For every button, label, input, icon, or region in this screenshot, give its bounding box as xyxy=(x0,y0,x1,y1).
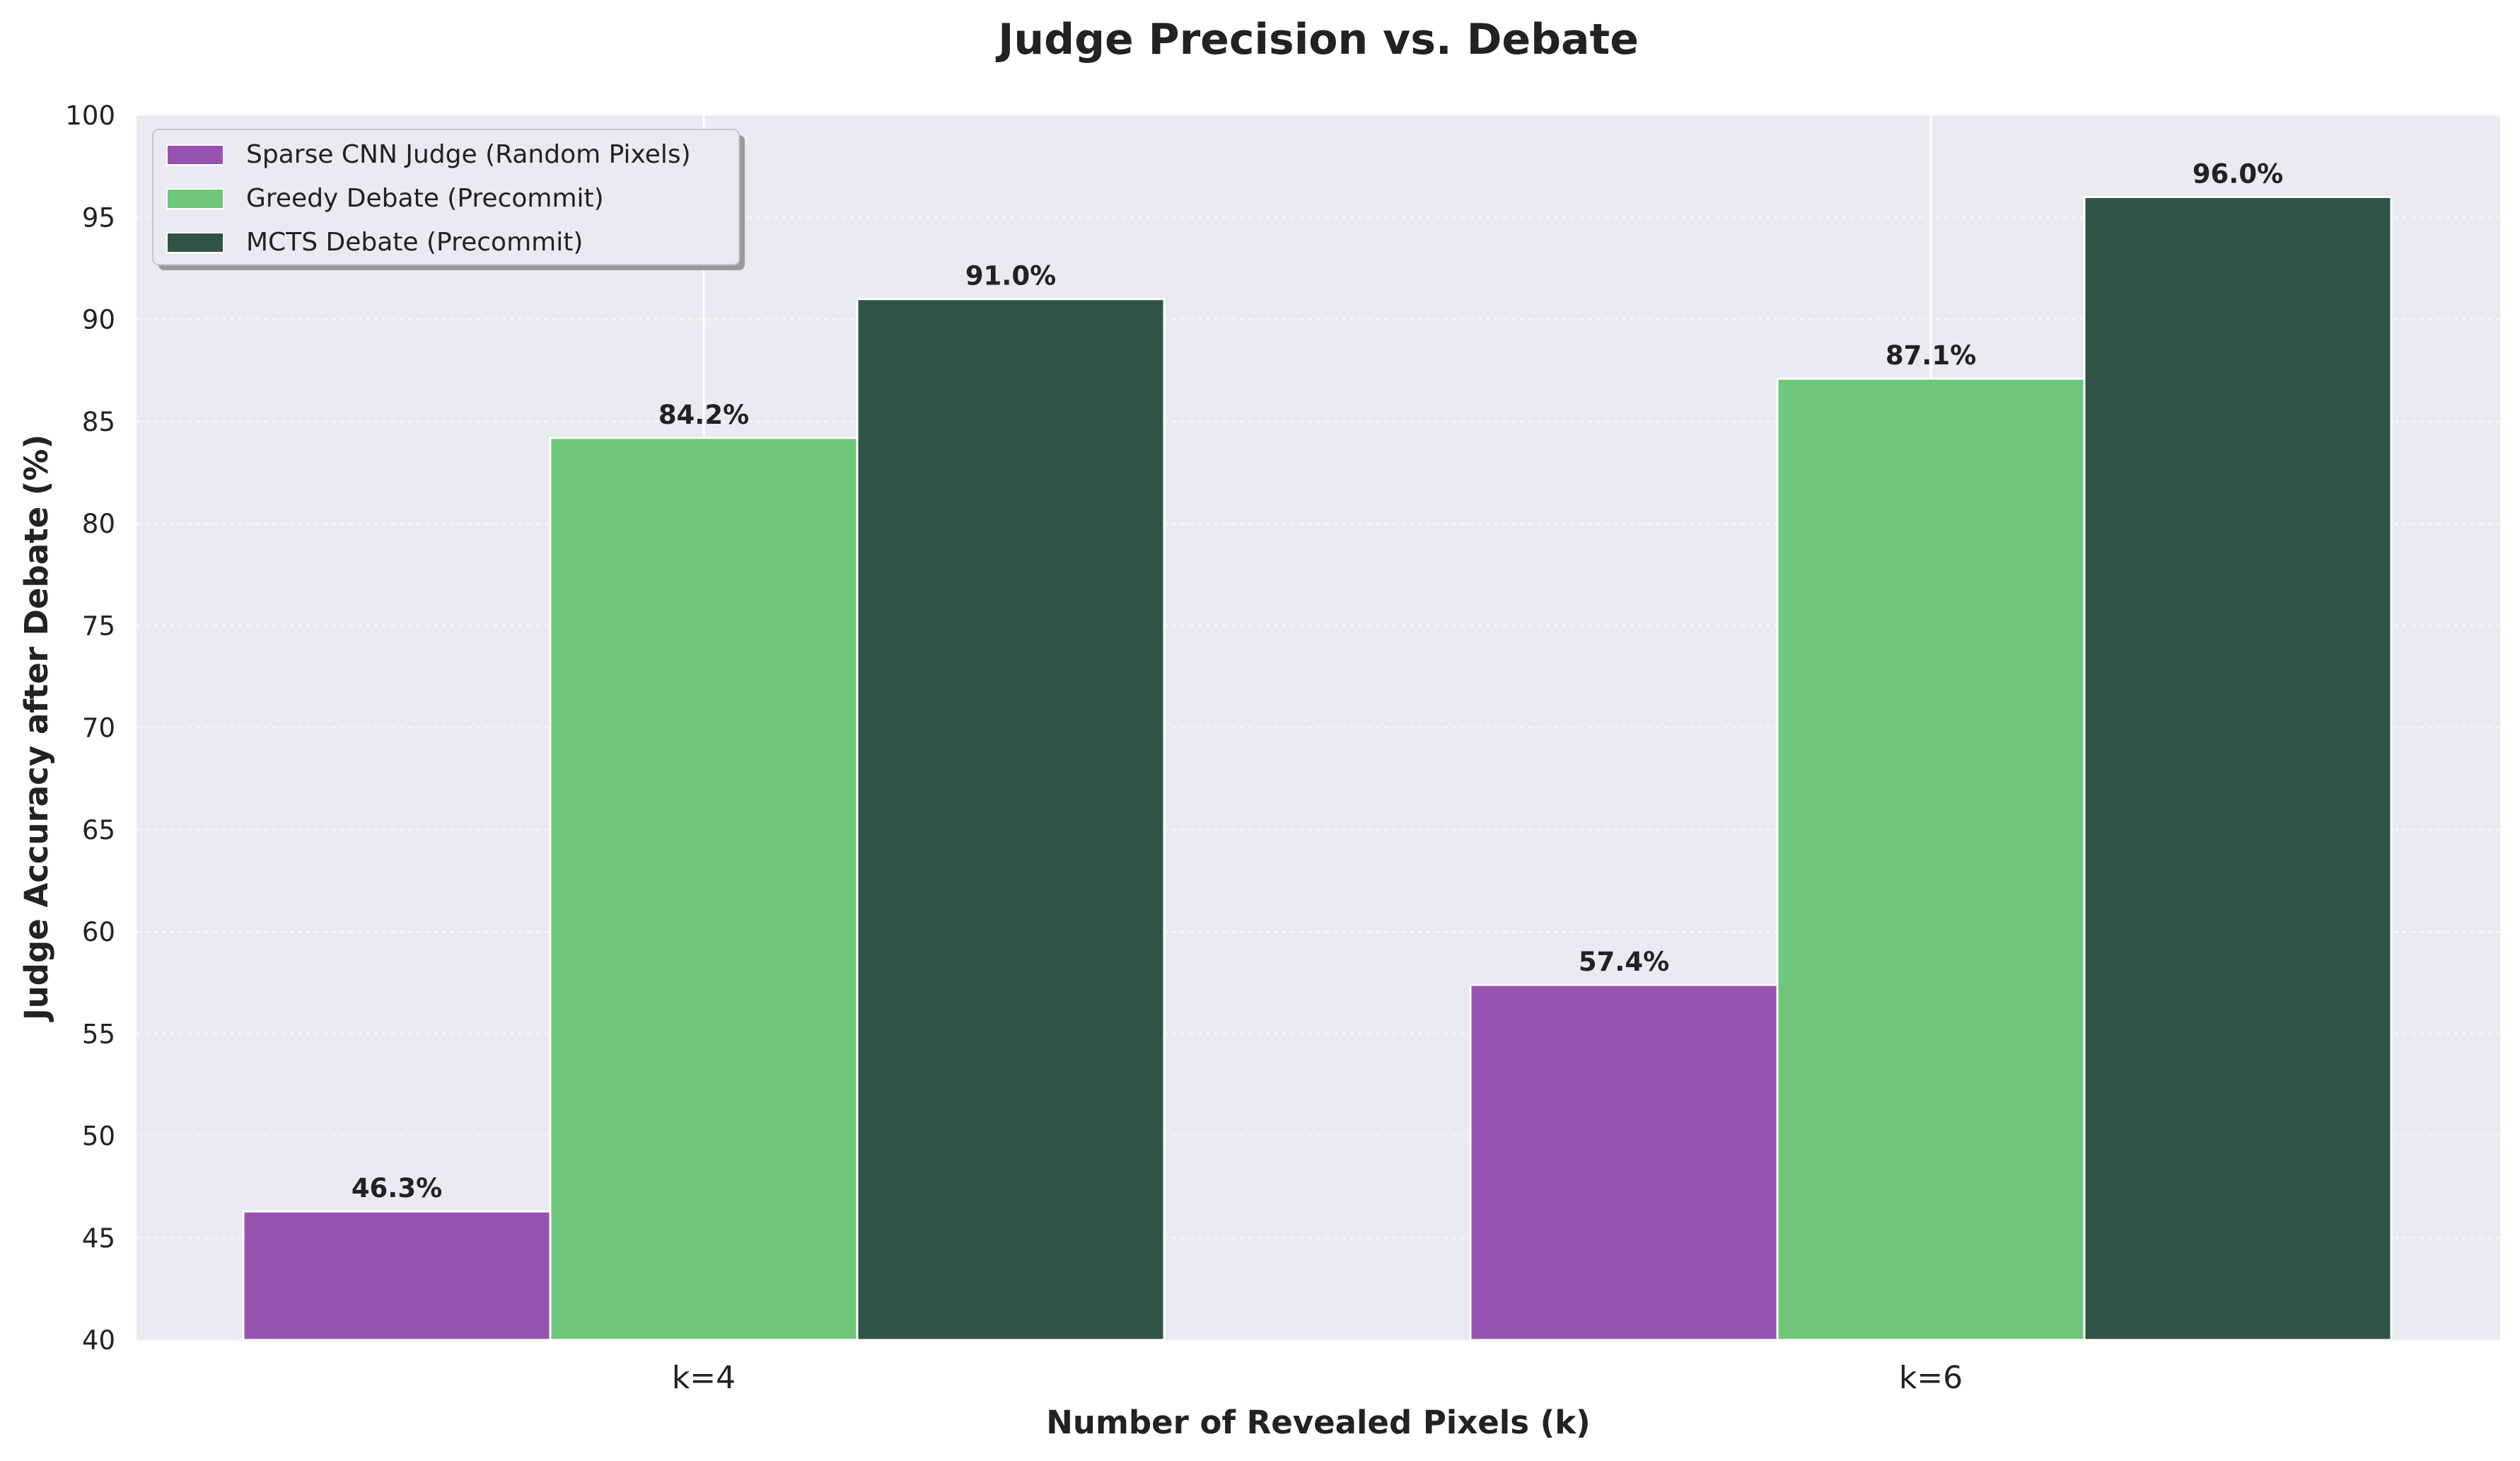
bar xyxy=(550,438,857,1340)
y-tick-label: 80 xyxy=(82,509,115,539)
y-tick-label: 40 xyxy=(82,1325,115,1356)
y-tick-label: 85 xyxy=(82,407,115,437)
legend-swatch xyxy=(167,145,223,165)
x-tick-label: k=6 xyxy=(1899,1360,1963,1396)
x-tick-label: k=4 xyxy=(672,1360,736,1396)
bar xyxy=(2084,197,2391,1340)
x-axis-ticks: k=4 k=6 xyxy=(672,1360,1963,1396)
legend-swatch xyxy=(167,189,223,209)
x-axis-label: Number of Revealed Pixels (k) xyxy=(1046,1404,1590,1441)
y-tick-label: 95 xyxy=(82,202,115,233)
y-tick-label: 65 xyxy=(82,815,115,845)
bar xyxy=(1777,379,2084,1340)
bar xyxy=(1470,985,1777,1340)
y-tick-label: 75 xyxy=(82,611,115,641)
bar-value-label: 91.0% xyxy=(965,261,1056,291)
bar-value-label: 46.3% xyxy=(352,1173,442,1203)
legend-label: Sparse CNN Judge (Random Pixels) xyxy=(246,140,691,169)
legend: Sparse CNN Judge (Random Pixels) Greedy D… xyxy=(153,129,745,270)
y-axis-label: Judge Accuracy after Debate (%) xyxy=(18,434,55,1022)
bar-value-label: 84.2% xyxy=(658,400,749,430)
bar xyxy=(243,1211,550,1340)
bar xyxy=(857,299,1164,1340)
y-tick-label: 100 xyxy=(65,100,115,131)
bar-value-label: 57.4% xyxy=(1579,947,1669,977)
legend-label: Greedy Debate (Precommit) xyxy=(246,184,604,213)
y-axis-ticks: 40 45 50 55 60 65 70 75 80 85 90 95 100 xyxy=(65,100,115,1356)
y-tick-label: 45 xyxy=(82,1223,115,1254)
bar-value-label: 96.0% xyxy=(2193,158,2283,189)
y-tick-label: 50 xyxy=(82,1121,115,1152)
legend-swatch xyxy=(167,233,223,253)
chart-title: Judge Precision vs. Debate xyxy=(995,15,1639,64)
y-tick-label: 90 xyxy=(82,305,115,335)
y-tick-label: 60 xyxy=(82,917,115,947)
bar-value-label: 87.1% xyxy=(1886,340,1976,371)
y-tick-label: 55 xyxy=(82,1019,115,1049)
legend-label: MCTS Debate (Precommit) xyxy=(246,228,583,257)
y-tick-label: 70 xyxy=(82,713,115,744)
